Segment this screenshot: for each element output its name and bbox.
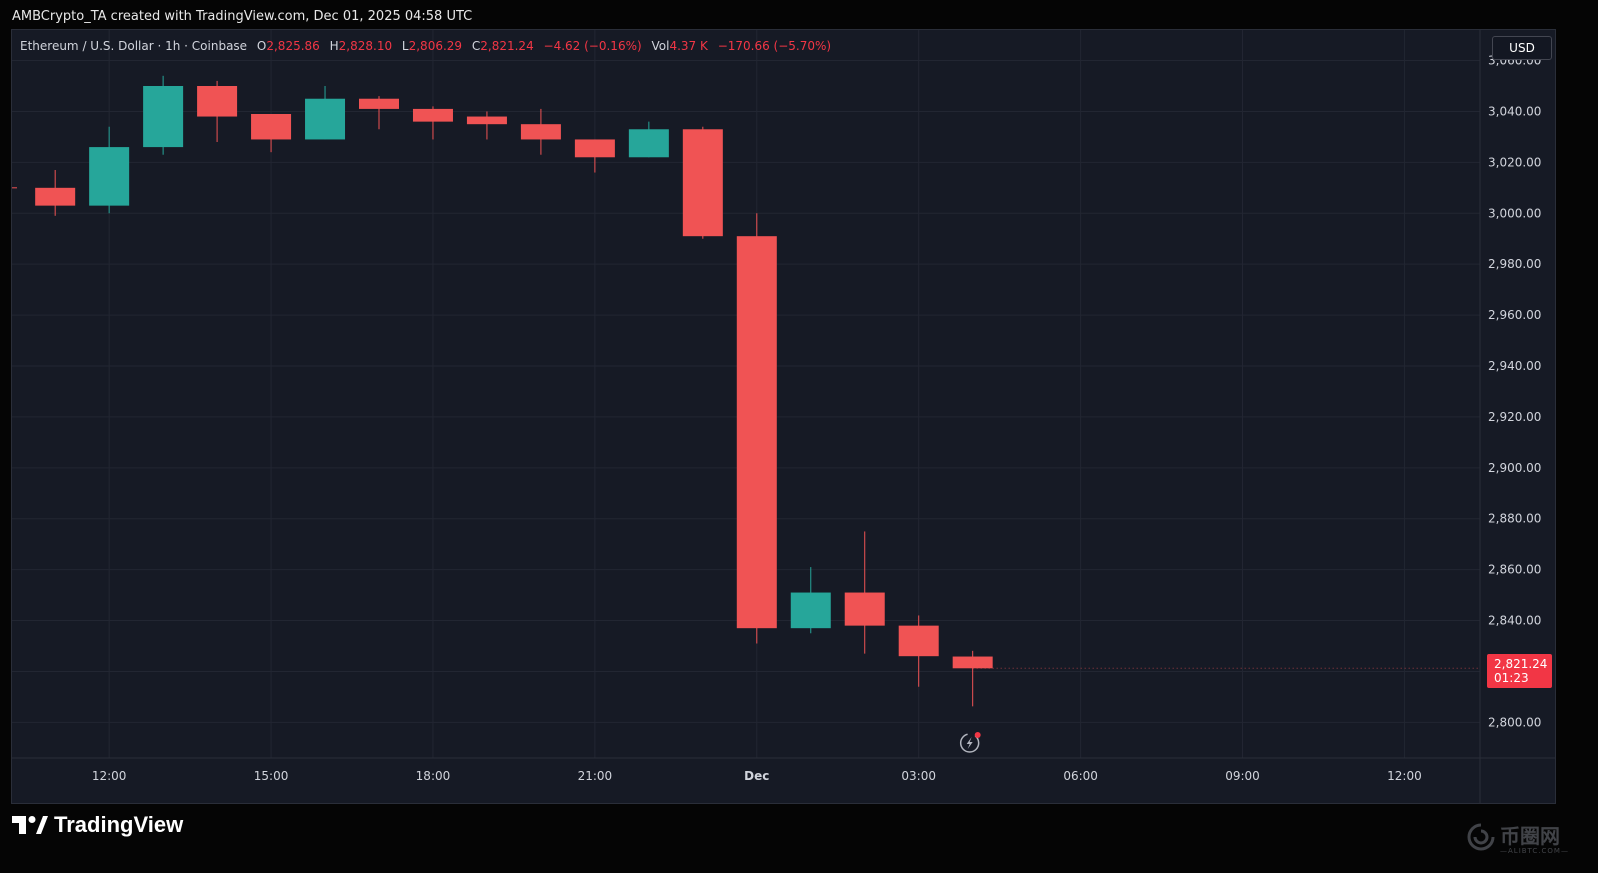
open-value: 2,825.86 [266, 39, 320, 53]
x-tick-label: 12:00 [1387, 769, 1422, 783]
x-tick-label: Dec [744, 769, 769, 783]
x-tick-label: 18:00 [416, 769, 451, 783]
candle-body-down [844, 592, 885, 626]
y-tick-label: 2,860.00 [1488, 563, 1541, 577]
y-tick-label: 3,040.00 [1488, 104, 1541, 118]
high-value: 2,828.10 [338, 39, 393, 53]
candle-body-down [898, 625, 939, 657]
candle-body-up [790, 592, 831, 629]
x-tick-label: 09:00 [1225, 769, 1260, 783]
x-tick-label: 15:00 [254, 769, 289, 783]
y-tick-label: 2,920.00 [1488, 410, 1541, 424]
candle-body-up [89, 147, 130, 206]
y-tick-label: 2,980.00 [1488, 257, 1541, 271]
y-tick-label: 2,880.00 [1488, 512, 1541, 526]
candlestick-chart[interactable]: 2,800.002,820.002,840.002,860.002,880.00… [12, 30, 1556, 804]
last-price-badge: 2,821.24 01:23 [1487, 654, 1552, 688]
x-tick-label: 03:00 [901, 769, 936, 783]
tradingview-logo-icon [12, 816, 48, 834]
close-label: C [471, 39, 481, 53]
y-tick-label: 2,940.00 [1488, 359, 1541, 373]
site-watermark: 币圈网 —ALIBTC.COM— [1466, 820, 1586, 870]
candle-body-down [412, 108, 453, 122]
low-label: L [401, 39, 409, 53]
candle-body-down [736, 236, 777, 629]
lightning-event-icon[interactable] [959, 732, 981, 753]
open-label: O [256, 39, 267, 53]
close-value: 2,821.24 [480, 39, 534, 53]
x-tick-label: 12:00 [92, 769, 127, 783]
y-tick-label: 2,840.00 [1488, 614, 1541, 628]
candle-body-down [251, 114, 292, 140]
candle-body-down [35, 187, 76, 206]
y-tick-label: 2,900.00 [1488, 461, 1541, 475]
x-tick-label: 21:00 [578, 769, 613, 783]
tradingview-brand-text: TradingView [54, 812, 184, 837]
chart-caption: AMBCrypto_TA created with TradingView.co… [12, 9, 473, 24]
y-tick-label: 3,000.00 [1488, 206, 1541, 220]
watermark-subtext: —ALIBTC.COM— [1500, 847, 1569, 855]
tradingview-logo[interactable]: TradingView [12, 810, 183, 840]
candle-body-up [305, 98, 346, 140]
candle-body-down [520, 124, 561, 140]
candle-body-up [143, 86, 184, 148]
candle-body-down [466, 116, 507, 125]
y-tick-label: 2,960.00 [1488, 308, 1541, 322]
symbol-name[interactable]: Ethereum / U.S. Dollar · 1h · Coinbase [20, 39, 248, 53]
candle-body-down [952, 656, 993, 669]
chart-panel[interactable]: 2,800.002,820.002,840.002,860.002,880.00… [11, 29, 1556, 804]
watermark-text: 币圈网 [1500, 824, 1560, 848]
bar-countdown: 01:23 [1494, 671, 1529, 685]
y-tick-label: 2,800.00 [1488, 715, 1541, 729]
currency-button[interactable]: USD [1492, 36, 1552, 60]
candle-body-down [197, 86, 238, 117]
candle-body-down [359, 98, 399, 109]
volume-label: Vol [651, 39, 670, 53]
change-value: −4.62 (−0.16%) [543, 39, 642, 53]
candle-body-down [682, 129, 723, 237]
candle-body-down [574, 139, 615, 158]
low-value: 2,806.29 [408, 39, 463, 53]
symbol-legend[interactable]: Ethereum / U.S. Dollar · 1h · Coinbase O… [20, 39, 831, 53]
x-tick-label: 06:00 [1063, 769, 1098, 783]
candle-body-up [628, 129, 669, 158]
y-tick-label: 3,020.00 [1488, 155, 1541, 169]
watermark-swirl-icon [1467, 823, 1495, 851]
high-label: H [329, 39, 339, 53]
volume-value: 4.37 K [669, 39, 708, 53]
last-price-value: 2,821.24 [1494, 657, 1548, 671]
volume-change-value: −170.66 (−5.70%) [717, 39, 832, 53]
